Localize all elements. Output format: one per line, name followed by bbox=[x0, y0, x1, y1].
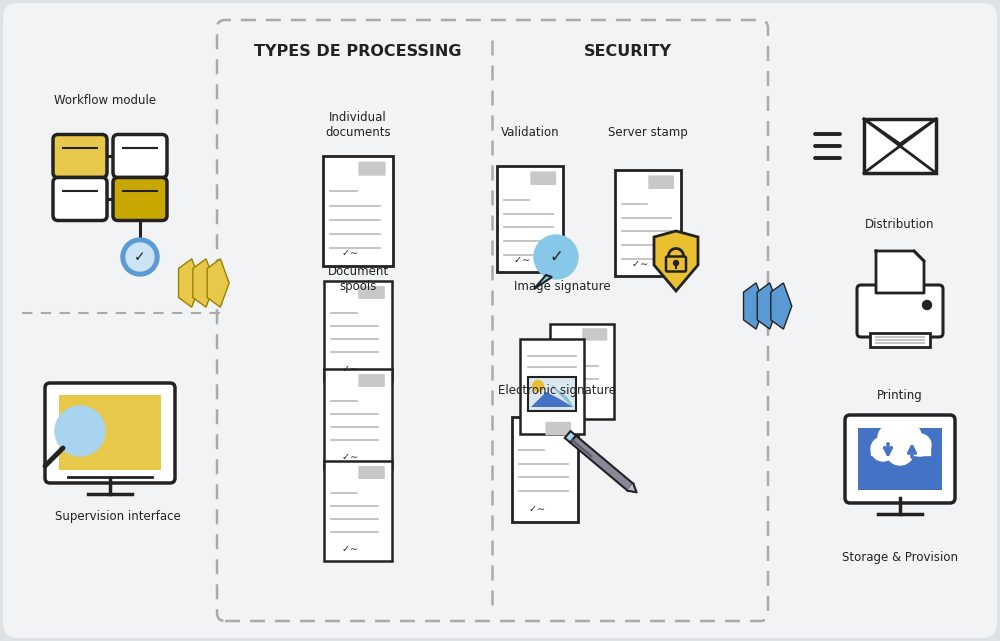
Polygon shape bbox=[179, 259, 201, 307]
Text: $\checkmark\!\sim$: $\checkmark\!\sim$ bbox=[341, 544, 359, 553]
Text: Storage & Provision: Storage & Provision bbox=[842, 551, 958, 564]
Circle shape bbox=[534, 235, 578, 279]
Circle shape bbox=[674, 260, 679, 265]
FancyBboxPatch shape bbox=[323, 156, 393, 266]
FancyBboxPatch shape bbox=[615, 170, 681, 276]
Circle shape bbox=[895, 423, 921, 449]
FancyBboxPatch shape bbox=[512, 417, 578, 522]
Circle shape bbox=[532, 381, 544, 392]
Circle shape bbox=[923, 301, 932, 310]
Circle shape bbox=[55, 406, 105, 456]
Polygon shape bbox=[534, 275, 552, 289]
Polygon shape bbox=[871, 449, 930, 455]
FancyBboxPatch shape bbox=[497, 166, 563, 272]
FancyBboxPatch shape bbox=[113, 178, 167, 221]
Polygon shape bbox=[565, 431, 576, 442]
FancyBboxPatch shape bbox=[45, 383, 175, 483]
Text: Document
spools: Document spools bbox=[327, 265, 389, 293]
Text: SECURITY: SECURITY bbox=[584, 44, 672, 58]
FancyBboxPatch shape bbox=[857, 285, 943, 337]
FancyBboxPatch shape bbox=[358, 374, 385, 387]
Polygon shape bbox=[744, 283, 765, 329]
FancyBboxPatch shape bbox=[3, 3, 997, 638]
FancyBboxPatch shape bbox=[545, 422, 571, 435]
FancyBboxPatch shape bbox=[324, 369, 392, 469]
Text: Distribution: Distribution bbox=[865, 218, 935, 231]
FancyBboxPatch shape bbox=[530, 171, 556, 185]
Text: Server stamp: Server stamp bbox=[608, 126, 688, 139]
Text: $\checkmark\!\sim$: $\checkmark\!\sim$ bbox=[631, 259, 649, 268]
Text: TYPES DE PROCESSING: TYPES DE PROCESSING bbox=[254, 44, 462, 58]
FancyBboxPatch shape bbox=[864, 119, 936, 173]
Polygon shape bbox=[628, 484, 637, 492]
Text: Electronic signature: Electronic signature bbox=[498, 384, 616, 397]
FancyBboxPatch shape bbox=[113, 135, 167, 178]
Polygon shape bbox=[570, 435, 633, 490]
FancyBboxPatch shape bbox=[870, 333, 930, 347]
FancyBboxPatch shape bbox=[550, 324, 614, 419]
Polygon shape bbox=[531, 392, 573, 407]
FancyBboxPatch shape bbox=[520, 338, 584, 433]
FancyBboxPatch shape bbox=[528, 377, 576, 411]
FancyBboxPatch shape bbox=[53, 178, 107, 221]
Text: Printing: Printing bbox=[877, 389, 923, 402]
FancyBboxPatch shape bbox=[666, 256, 686, 272]
Circle shape bbox=[126, 243, 154, 271]
FancyBboxPatch shape bbox=[358, 162, 386, 176]
FancyBboxPatch shape bbox=[582, 328, 607, 340]
Circle shape bbox=[878, 424, 906, 452]
Polygon shape bbox=[207, 259, 229, 307]
Text: ✓: ✓ bbox=[134, 250, 146, 264]
Text: $\checkmark\!\sim$: $\checkmark\!\sim$ bbox=[341, 453, 359, 462]
Polygon shape bbox=[757, 283, 778, 329]
Text: Validation: Validation bbox=[501, 126, 559, 139]
Text: Image signature: Image signature bbox=[514, 280, 610, 293]
Polygon shape bbox=[193, 259, 215, 307]
Polygon shape bbox=[654, 231, 698, 291]
Text: $\checkmark\!\sim$: $\checkmark\!\sim$ bbox=[341, 365, 359, 374]
Circle shape bbox=[121, 238, 159, 276]
Text: Workflow module: Workflow module bbox=[54, 94, 156, 107]
FancyBboxPatch shape bbox=[59, 395, 161, 470]
FancyBboxPatch shape bbox=[324, 461, 392, 561]
FancyBboxPatch shape bbox=[845, 415, 955, 503]
FancyBboxPatch shape bbox=[53, 135, 107, 178]
Text: $\checkmark\!\sim$: $\checkmark\!\sim$ bbox=[528, 504, 546, 513]
Circle shape bbox=[886, 437, 914, 465]
FancyBboxPatch shape bbox=[648, 176, 674, 189]
Circle shape bbox=[871, 437, 895, 461]
Text: $\checkmark\!\sim$: $\checkmark\!\sim$ bbox=[341, 248, 358, 257]
Polygon shape bbox=[876, 251, 924, 293]
Text: $\checkmark\!\sim$: $\checkmark\!\sim$ bbox=[513, 254, 531, 264]
Polygon shape bbox=[552, 386, 573, 407]
FancyBboxPatch shape bbox=[858, 428, 942, 490]
Text: Supervision interface: Supervision interface bbox=[55, 510, 181, 523]
FancyBboxPatch shape bbox=[358, 466, 385, 479]
Circle shape bbox=[909, 434, 931, 456]
Polygon shape bbox=[771, 283, 792, 329]
FancyBboxPatch shape bbox=[358, 286, 385, 299]
Text: ✓: ✓ bbox=[549, 248, 563, 266]
FancyBboxPatch shape bbox=[324, 281, 392, 381]
Text: Individual
documents: Individual documents bbox=[325, 111, 391, 139]
